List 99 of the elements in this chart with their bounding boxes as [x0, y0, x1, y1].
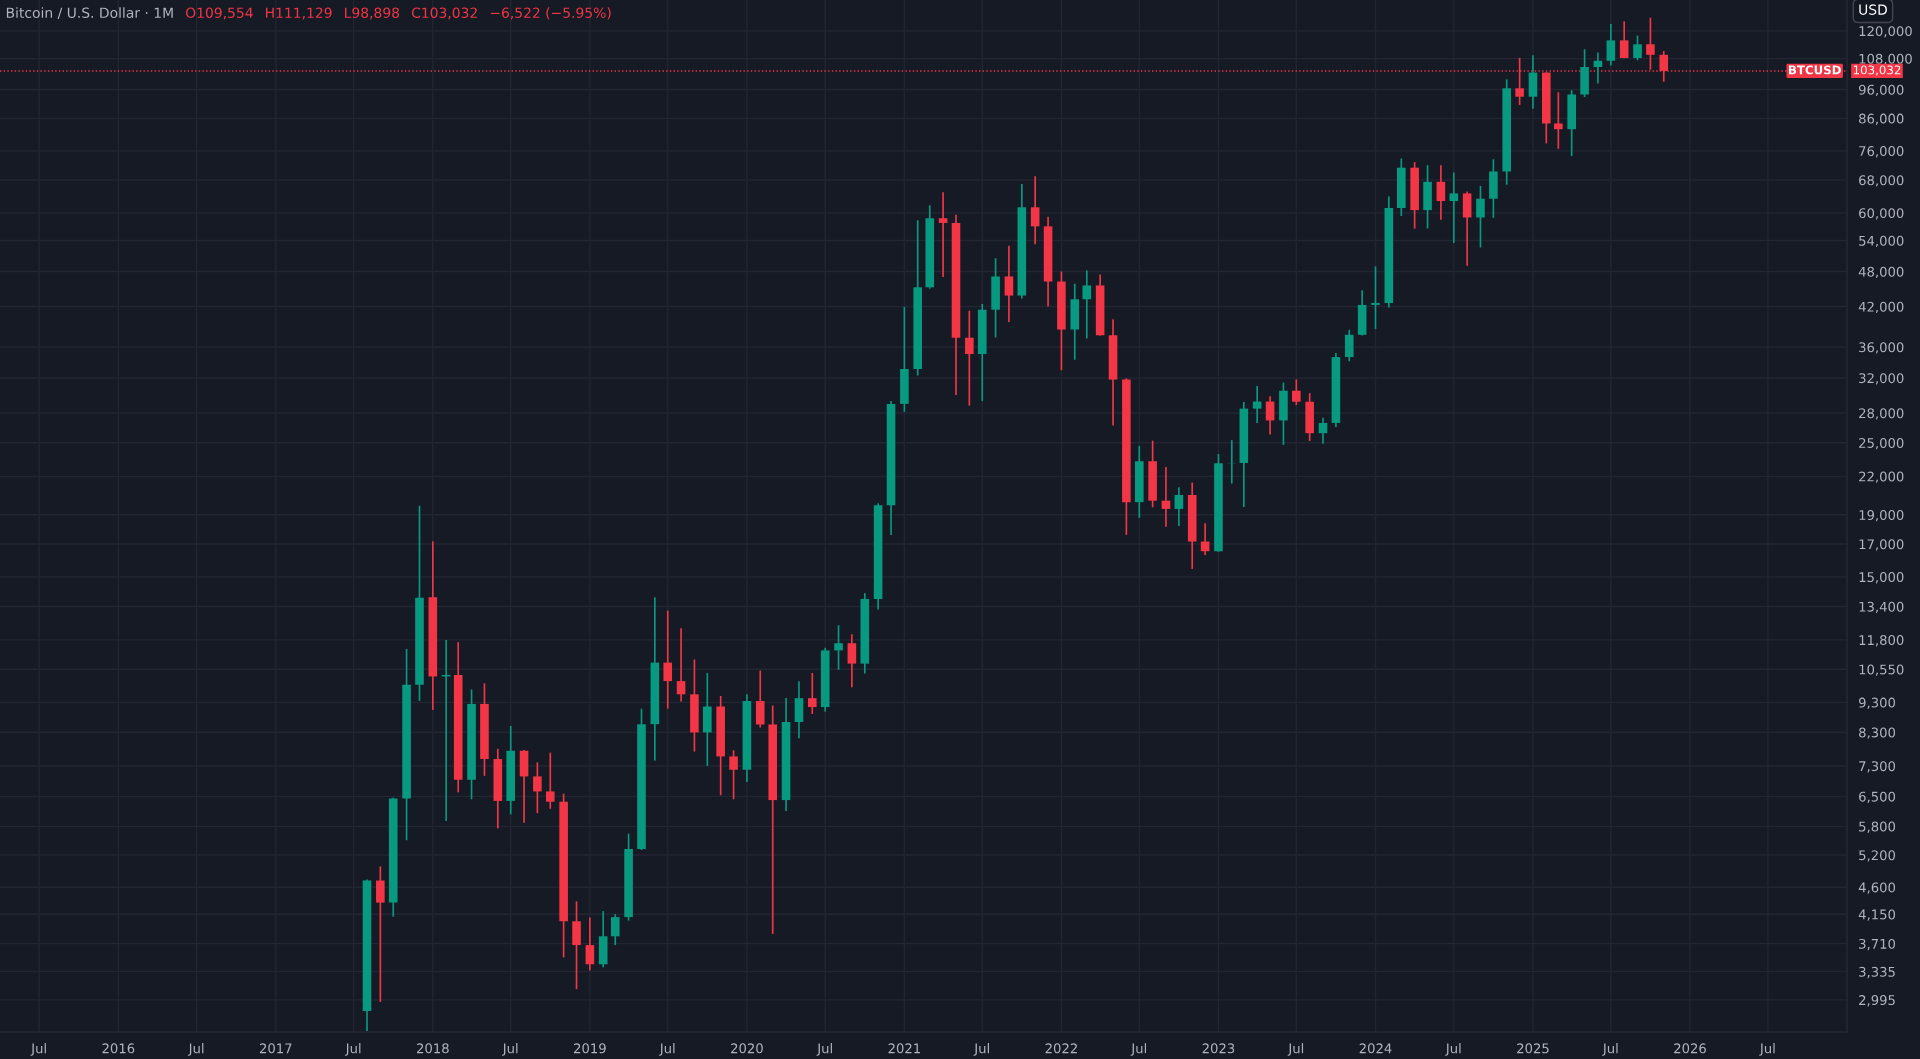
y-tick-label: 8,300 — [1859, 727, 1896, 739]
x-tick-label: 2026 — [1674, 1043, 1706, 1054]
x-tick-label: 2023 — [1202, 1043, 1235, 1054]
y-axis-title: USD — [1859, 4, 1887, 15]
ref-line-label: BTCUSD — [1788, 65, 1841, 75]
candlestick — [1174, 486, 1184, 527]
x-tick-label: 2018 — [417, 1043, 449, 1054]
y-tick-label: 5,800 — [1859, 821, 1896, 833]
candlestick — [847, 633, 857, 689]
y-tick-label: 15,000 — [1859, 572, 1904, 584]
x-tick-label: 2017 — [259, 1043, 292, 1054]
x-tick-label: 2016 — [102, 1043, 135, 1054]
y-tick-label: 54,000 — [1859, 235, 1904, 248]
x-tick-label: Jul — [502, 1043, 518, 1056]
x-tick-label: Jul — [1130, 1043, 1147, 1056]
candlestick — [794, 680, 804, 740]
y-tick-label: 17,000 — [1859, 539, 1904, 551]
candlestick — [808, 672, 817, 715]
candlestick — [1318, 416, 1328, 445]
candlestick — [1449, 171, 1459, 244]
x-tick-label: Jul — [816, 1043, 832, 1056]
y-tick-label: 7,300 — [1859, 761, 1896, 773]
x-tick-label: 2020 — [731, 1043, 763, 1054]
y-tick-label: 28,000 — [1859, 408, 1904, 420]
y-tick-label: 36,000 — [1859, 342, 1904, 354]
x-tick-label: 2021 — [888, 1043, 920, 1054]
text: 103,032 — [1853, 65, 1901, 76]
y-tick-label: 120,000 — [1859, 26, 1912, 38]
candlestick — [1436, 164, 1446, 221]
x-tick-label: 2024 — [1359, 1043, 1392, 1054]
candlestick — [1606, 23, 1616, 67]
candlestick — [965, 309, 974, 407]
x-tick-label: 2019 — [574, 1043, 606, 1054]
y-tick-label: 19,000 — [1859, 510, 1904, 522]
x-tick-label: Jul — [1287, 1043, 1304, 1056]
y-tick-label: 5,200 — [1859, 850, 1896, 862]
y-tick-label: 42,000 — [1858, 301, 1904, 314]
candlestick — [1371, 265, 1380, 330]
candlestick — [1082, 269, 1092, 340]
y-tick-label: 60,000 — [1859, 208, 1904, 220]
y-tick-label: 86,000 — [1859, 113, 1904, 125]
candlestick — [676, 627, 686, 703]
x-tick-label: Jul — [345, 1043, 361, 1056]
y-tick-label: 4,150 — [1858, 909, 1896, 921]
candlestick — [1633, 34, 1642, 62]
candlestick — [533, 761, 542, 814]
y-tick-label: 3,335 — [1859, 966, 1895, 979]
y-tick-label: 9,300 — [1858, 697, 1896, 709]
candlestick — [610, 913, 620, 946]
candlestick — [1292, 378, 1301, 406]
y-tick-label: 22,000 — [1859, 471, 1904, 483]
candlestick — [1344, 328, 1354, 363]
x-tick-label: 2025 — [1517, 1043, 1549, 1054]
candlestick — [585, 916, 595, 972]
y-tick-label: 108,000 — [1859, 53, 1912, 66]
y-tick-label: 76,000 — [1859, 146, 1904, 158]
x-tick-label: Jul — [973, 1043, 989, 1056]
candlestick — [755, 669, 765, 729]
chart-title: Bitcoin / U.S. Dollar · 1M — [6, 7, 173, 20]
x-tick-label: Jul — [30, 1043, 46, 1056]
y-tick-label: 48,000 — [1858, 266, 1904, 279]
y-tick-label: 96,000 — [1858, 84, 1904, 97]
candlestick — [1646, 16, 1655, 71]
candlestick — [1593, 51, 1603, 85]
candlestick — [729, 749, 738, 801]
annotation: L98,898 — [345, 7, 400, 20]
candlestick — [1554, 91, 1563, 150]
candlestick — [545, 751, 555, 810]
candlestick — [1619, 20, 1629, 60]
y-tick-label: 3,710 — [1859, 938, 1896, 951]
x-tick-label: Jul — [659, 1043, 675, 1056]
y-tick-label: 10,550 — [1859, 664, 1904, 676]
x-tick-label: Jul — [1445, 1043, 1461, 1056]
candlestick — [572, 900, 581, 990]
x-tick-label: Jul — [187, 1043, 204, 1056]
annotation: O109,554 — [185, 7, 253, 20]
y-tick-label: 13,400 — [1859, 601, 1904, 614]
y-tick-label: 32,000 — [1859, 373, 1904, 385]
y-tick-label: 68,000 — [1859, 175, 1904, 187]
candlestick — [1476, 185, 1485, 249]
annotation: C103,032 — [411, 7, 477, 20]
candlestick — [376, 865, 385, 1003]
x-tick-label: Jul — [1602, 1043, 1618, 1056]
annotation: −6,522 (−5.95%) — [490, 7, 611, 20]
candlestick — [663, 609, 673, 710]
y-tick-label: 11,800 — [1859, 635, 1904, 647]
candlestick — [1161, 466, 1171, 528]
candlestick — [1252, 385, 1262, 424]
annotation: H111,129 — [266, 7, 332, 20]
y-tick-label: 25,000 — [1859, 437, 1904, 450]
candlestick — [1030, 175, 1040, 246]
candlestick — [938, 191, 948, 278]
y-tick-label: 2,995 — [1859, 995, 1895, 1007]
candlestick — [834, 624, 843, 671]
x-tick-label: Jul — [1759, 1043, 1775, 1056]
x-tick-label: 2022 — [1045, 1043, 1077, 1054]
y-tick-label: 4,600 — [1858, 882, 1896, 894]
y-tick-label: 6,500 — [1859, 791, 1896, 803]
candlestick — [1004, 244, 1014, 323]
